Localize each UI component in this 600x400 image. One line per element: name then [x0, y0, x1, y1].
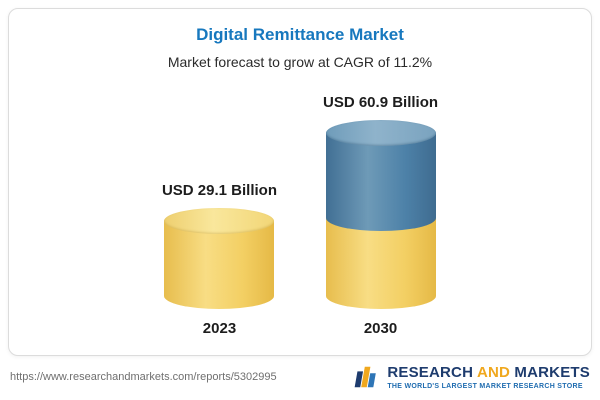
logo-word-and: AND	[476, 364, 511, 381]
value-label-2023: USD 29.1 Billion	[161, 182, 277, 199]
bar-group-2023: USD 29.1 Billion 2023	[162, 182, 277, 337]
logo-text: RESEARCH AND MARKETS THE WORLD'S LARGEST…	[387, 364, 590, 390]
chart-subtitle: Market forecast to grow at CAGR of 11.2%	[167, 54, 433, 70]
value-label-2030: USD 60.9 Billion	[323, 94, 439, 111]
report-url-link[interactable]: https://www.researchandmarkets.com/repor…	[10, 371, 277, 383]
logo-word-markets: MARKETS	[514, 364, 590, 381]
chart-title: Digital Remittance Market	[196, 25, 404, 44]
logo-wordmark: RESEARCH AND MARKETS	[387, 364, 590, 381]
cylinder-body-blue	[325, 133, 436, 231]
cylinder-top-ellipse	[164, 208, 275, 234]
chart-plot-area: USD 29.1 Billion 2023 USD 60.9 Billion 2…	[9, 94, 591, 337]
logo-word-research: RESEARCH	[387, 364, 474, 381]
researchandmarkets-logo-icon	[354, 366, 377, 388]
cylinder-body-yellow	[164, 221, 275, 309]
cylinder-bar-2030	[325, 120, 436, 309]
chart-card: Digital Remittance Market Market forecas…	[8, 8, 592, 356]
researchandmarkets-logo: RESEARCH AND MARKETS THE WORLD'S LARGEST…	[353, 364, 590, 390]
cylinder-body-yellow	[325, 217, 436, 309]
cylinder-top-ellipse	[325, 120, 436, 146]
cylinder-bar-2023	[164, 208, 275, 309]
logo-tagline: THE WORLD'S LARGEST MARKET RESEARCH STOR…	[387, 383, 583, 390]
category-label-2023: 2023	[202, 320, 237, 337]
bar-group-2030: USD 60.9 Billion 2030	[323, 94, 438, 337]
category-label-2030: 2030	[363, 320, 398, 337]
page-footer: https://www.researchandmarkets.com/repor…	[10, 360, 590, 394]
